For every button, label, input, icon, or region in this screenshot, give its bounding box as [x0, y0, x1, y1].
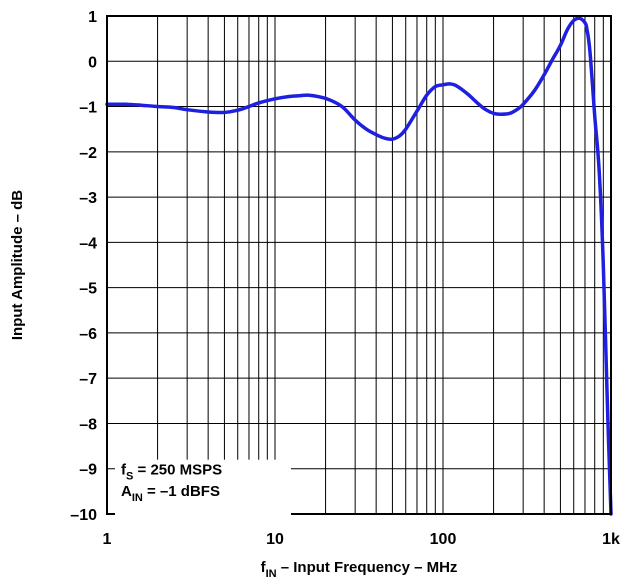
annotation-line-sample-rate: fS = 250 MSPS [121, 462, 222, 483]
annotation-line-sample-rate-rest: = 250 MSPS [133, 462, 222, 479]
series-layer [105, 16, 613, 516]
annotation-line-input-amplitude-base: A [121, 483, 132, 500]
annotation-line-sample-rate-sub: S [126, 471, 133, 483]
y-tick-label: –7 [79, 371, 97, 388]
y-tick-label: –6 [79, 326, 97, 343]
vertical-gridlines [157, 16, 604, 514]
y-tick-label: –3 [79, 190, 97, 207]
x-axis-title-sub: IN [266, 568, 277, 580]
x-axis-title: fIN – Input Frequency – MHz [261, 559, 458, 580]
annotation-line-input-amplitude: AIN = –1 dBFS [121, 483, 220, 504]
y-tick-label: –9 [79, 462, 97, 479]
series-line [105, 16, 613, 516]
y-tick-labels: 1 0 –1 –2 –3 –4 –5 –6 –7 –8 –9 –10 [70, 9, 97, 524]
x-tick-label: 100 [430, 531, 457, 548]
x-tick-labels: 1 10 100 1k [103, 531, 620, 548]
y-tick-label: –10 [70, 507, 97, 524]
y-tick-label: –4 [79, 235, 97, 252]
x-axis-title-rest: – Input Frequency – MHz [277, 559, 458, 576]
conditions-annotation: fS = 250 MSPS AIN = –1 dBFS [115, 459, 291, 522]
y-tick-label: –2 [79, 145, 97, 162]
x-tick-label: 1k [602, 531, 620, 548]
y-tick-label: –5 [79, 281, 97, 298]
x-tick-label: 1 [103, 531, 112, 548]
x-tick-label: 10 [266, 531, 284, 548]
y-tick-label: –1 [79, 100, 97, 117]
annotation-line-sample-rate-base: f [121, 462, 127, 479]
y-tick-label: 0 [88, 54, 97, 71]
annotation-line-input-amplitude-rest: = –1 dBFS [143, 483, 220, 500]
annotation-box [115, 459, 291, 522]
annotation-line-input-amplitude-sub: IN [132, 492, 143, 504]
plot-frame [106, 15, 612, 515]
x-axis-title-base: f [261, 559, 267, 576]
horizontal-gridlines [107, 60, 611, 470]
y-tick-label: –8 [79, 416, 97, 433]
y-tick-label: 1 [88, 9, 97, 26]
y-axis-title: Input Amplitude – dB [9, 190, 26, 340]
